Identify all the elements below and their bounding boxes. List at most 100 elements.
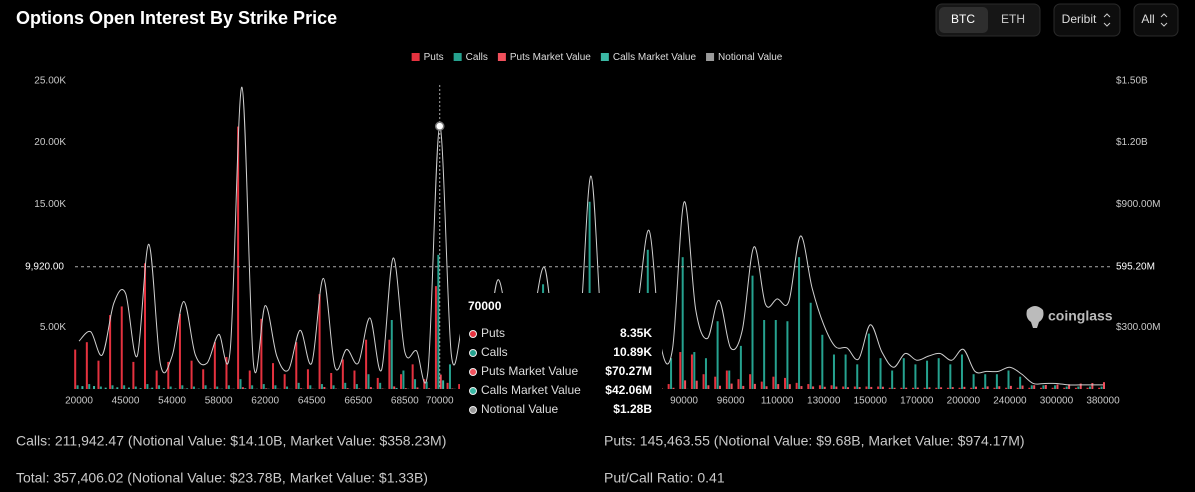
bar [749,374,752,389]
bar [858,387,861,389]
bar [719,385,721,389]
asset-selected [939,7,988,33]
bar [893,387,896,389]
bar [807,384,810,389]
bar [1065,386,1068,389]
bar [1030,385,1033,389]
bar [306,369,309,389]
bar [158,385,161,389]
bar [739,345,742,389]
range-select[interactable] [1133,3,1179,37]
bar [891,370,894,389]
bar [881,386,884,389]
bar [174,388,177,389]
bar [123,385,126,389]
asset-tab[interactable]: BTC [951,12,975,26]
bar [737,379,740,389]
x-tick-label: 96000 [717,396,745,407]
exchange-select[interactable] [1053,3,1121,37]
bar [216,386,219,389]
bar [725,370,728,389]
bar [684,380,687,389]
bar [670,358,673,389]
bar [730,383,733,389]
bar [395,387,398,389]
page-title: Options Open Interest By Strike Price [16,8,337,28]
bar [144,263,147,389]
asset-tab[interactable]: ETH [1001,12,1025,26]
tooltip-value: 8.35K [620,326,652,340]
bar [295,342,298,389]
bar [127,387,130,389]
bar [1040,387,1043,389]
bar [309,385,312,389]
bar [458,384,461,389]
bar [1098,387,1101,389]
bar [76,385,79,389]
bar [975,386,977,389]
bar [369,387,372,389]
bar [946,387,949,389]
bar [716,321,719,389]
bar [186,388,189,389]
bar [681,257,684,389]
tooltip-marker [469,406,477,414]
bar [265,388,268,389]
bar [134,386,137,389]
bar [970,387,973,389]
bar [993,387,996,389]
puts-summary: Puts: 145,463.55 (Notional Value: $9.68B… [604,433,1025,449]
bar [248,370,251,389]
bar [178,313,181,389]
range-label[interactable]: All [1141,12,1154,26]
bar [777,384,780,389]
bar [672,387,675,389]
bar [411,364,414,389]
bar [155,370,158,389]
bar [795,382,798,389]
bar [318,294,321,389]
plot: 5.00K10.00K15.00K20.00K25.00K$300.00M$60… [10,52,1172,423]
watermark-logo [1026,306,1044,328]
bar [93,386,96,389]
x-tick-label: 150000 [854,396,888,407]
bar [146,384,149,389]
bar [239,379,242,389]
bar [446,382,449,389]
bar [402,370,405,389]
bar [905,387,908,389]
bar [202,369,205,389]
bar [167,361,170,389]
tooltip-value: $70.27M [605,364,652,378]
tooltip-name: Notional Value [481,402,558,416]
y-tick-label: 5.00K [40,322,66,333]
crosshair-label: 595.20M [1116,261,1155,272]
bar [400,374,403,389]
ratio-summary: Put/Call Ratio: 0.41 [604,470,725,486]
bar [365,339,368,389]
tooltip-name: Puts [481,326,505,340]
legend-swatch [453,53,462,61]
bar [912,387,915,389]
exchange-label[interactable]: Deribit [1062,12,1097,26]
bar [784,377,787,389]
legend-label: Notional Value [718,52,783,63]
bar [888,387,891,389]
legend-swatch [600,53,609,61]
bar [300,388,303,389]
tooltip-value: 10.89K [613,345,652,359]
bar [823,386,826,389]
x-tick-label: 200000 [947,396,981,407]
bar [344,382,347,389]
bar [1088,386,1091,389]
bar [842,386,845,389]
bar [1007,370,1010,389]
x-tick-label: 20000 [65,396,93,407]
bar [751,275,754,389]
bar [786,321,789,389]
bar [241,387,244,389]
bar [181,385,184,389]
tooltip-value: $1.28B [613,402,652,416]
bar [1009,385,1012,389]
bar [85,342,88,389]
